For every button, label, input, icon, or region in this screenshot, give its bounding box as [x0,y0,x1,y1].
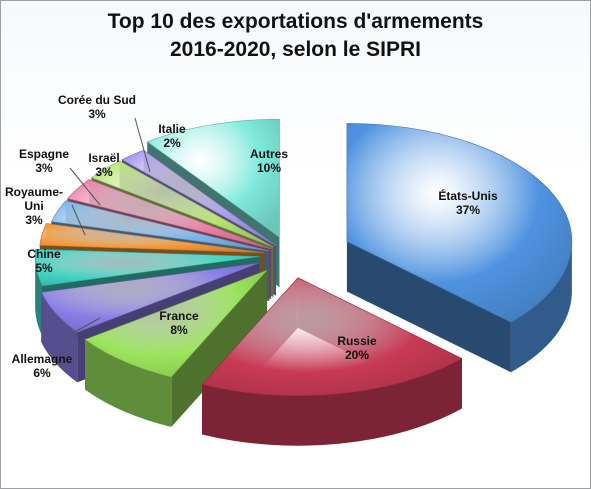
slice-value-coree-du-sud: 3% [88,107,106,121]
leader-line-royaume-uni [71,204,86,236]
slice-label-russie: Russie 20% [337,334,377,362]
slice-label-etats-unis: États-Unis 37% [438,188,498,217]
leader-line-allemagne [59,317,101,341]
slice-label-autres: Autres 10% [250,147,288,175]
slice-value-autres: 10% [257,161,281,175]
pie-slice-france [84,269,268,428]
slice-label-israel: Israël 3% [88,151,119,179]
chart-title: Top 10 des exportations d'armements 2016… [0,8,591,64]
slice-value-israel: 3% [95,165,113,179]
slice-value-russie: 20% [345,348,369,362]
slice-label-allemagne: Allemagne 6% [12,352,73,380]
slice-value-allemagne: 6% [33,366,51,380]
chart-title-line1: Top 10 des exportations d'armements [107,10,484,33]
slice-value-espagne: 3% [35,161,53,175]
slice-value-etats-unis: 37% [456,203,480,217]
slice-label-france: France 8% [159,309,199,337]
slice-label-coree-du-sud: Corée du Sud 3% [58,93,136,121]
pie-slice-etats-unis [346,123,573,373]
leader-line-espagne [69,167,101,206]
leader-line-coree-du-sud [134,117,151,173]
slice-label-italie: Italie 2% [158,122,186,150]
pie-slice-russie [201,277,463,446]
slice-label-royaume-uni: Royaume-Uni 3% [5,185,63,227]
slice-value-france: 8% [170,323,188,337]
slice-value-italie: 2% [163,136,181,150]
slice-value-royaume-uni: 3% [25,213,43,227]
slice-label-chine: Chine 5% [27,247,61,275]
slice-label-espagne: Espagne 3% [19,147,69,175]
chart-title-line2: 2016-2020, selon le SIPRI [170,38,421,61]
slice-value-chine: 5% [35,261,53,275]
